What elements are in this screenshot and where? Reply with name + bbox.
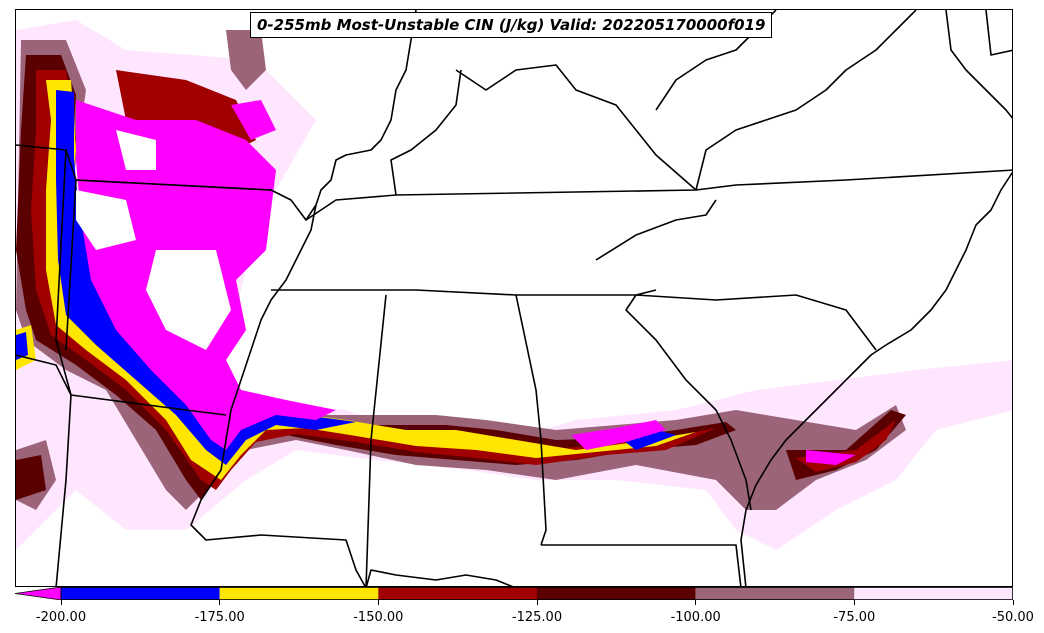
colorbar-tick-mark — [853, 600, 855, 605]
colorbar-tick-mark — [536, 600, 538, 605]
colorbar-tick-label: -125.00 — [511, 610, 563, 625]
colorbar-tick-mark — [377, 600, 379, 605]
colorbar — [15, 587, 1013, 600]
colorbar-bin-3 — [537, 587, 696, 600]
cin-field-gaps — [76, 130, 231, 350]
colorbar-bin-4 — [695, 587, 855, 600]
colorbar-tick-label: -75.00 — [833, 610, 876, 625]
colorbar-tick-label: -100.00 — [670, 610, 721, 625]
colorbar-bin-2 — [378, 587, 537, 600]
map-panel — [15, 9, 1013, 587]
colorbar-bin-5 — [854, 587, 1013, 600]
colorbar-tick-mark — [219, 600, 221, 605]
colorbar-tick-label: -175.00 — [194, 610, 245, 625]
colorbar-outline — [60, 587, 1013, 600]
colorbar-ticks: -200.00 -175.00 -150.00 -125.00 -100.00 -75.0… — [0, 600, 1044, 633]
colorbar-bin-1 — [219, 587, 379, 600]
colorbar-extend-triangle — [15, 587, 62, 600]
state-boundaries — [16, 10, 1012, 586]
colorbar-tick-mark — [695, 600, 697, 605]
colorbar-bin-0 — [61, 587, 220, 600]
colorbar-tick-label: -200.00 — [35, 610, 87, 625]
colorbar-tick-mark — [60, 600, 62, 605]
colorbar-tick-label: -50.00 — [992, 610, 1034, 625]
colorbar-tick-label: -150.00 — [353, 610, 404, 625]
cin-map — [16, 10, 1012, 586]
map-title: 0-255mb Most-Unstable CIN (J/kg) Valid: … — [250, 12, 773, 38]
colorbar-tick-mark — [1012, 600, 1014, 605]
